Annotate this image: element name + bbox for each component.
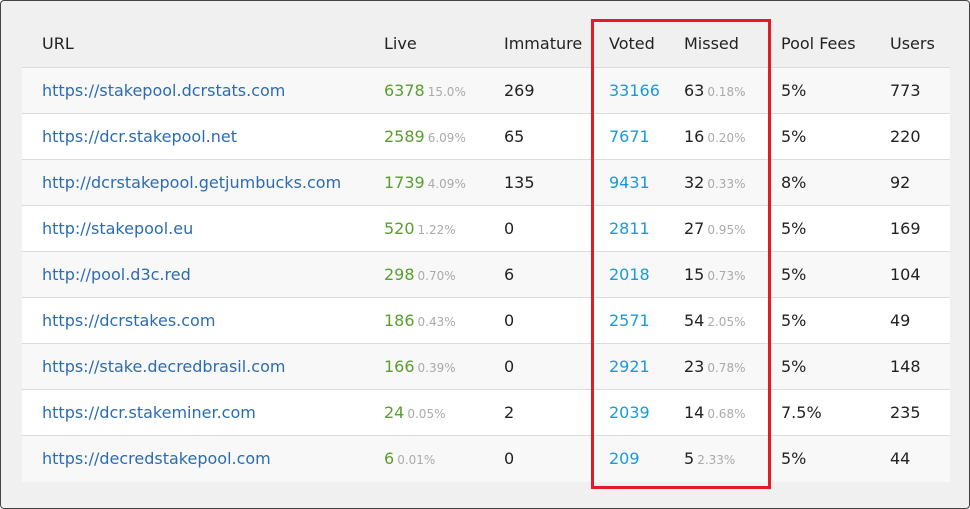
- highlight-box: [591, 19, 771, 489]
- immature-count: 269: [504, 81, 535, 100]
- pool-url[interactable]: https://dcrstakes.com: [42, 311, 216, 330]
- table-row: https://stake.decredbrasil.com 166 0.39% 0 2…: [22, 343, 950, 390]
- live-count: 6 0.01%: [384, 449, 436, 468]
- table-row: https://dcr.stakeminer.com 24 0.05% 2 2039 14…: [22, 389, 950, 436]
- voted-count[interactable]: 33166: [609, 81, 660, 100]
- table-row: https://stakepool.dcrstats.com 6378 15.0% 2…: [22, 67, 950, 114]
- live-percent: 0.01%: [397, 453, 436, 467]
- pool-fee: 5%: [781, 219, 807, 238]
- pool-fee: 5%: [781, 449, 807, 468]
- column-header: Voted: [609, 34, 655, 53]
- voted-count[interactable]: 2921: [609, 357, 650, 376]
- column-header: Pool Fees: [781, 34, 856, 53]
- missed-percent: 0.18%: [707, 85, 746, 99]
- user-count: 235: [890, 403, 921, 422]
- missed-percent: 0.33%: [707, 177, 746, 191]
- pool-url[interactable]: https://dcr.stakeminer.com: [42, 403, 256, 422]
- missed-count: 5 2.33%: [684, 449, 736, 468]
- live-count: 166 0.39%: [384, 357, 456, 376]
- table-row: http://pool.d3c.red 298 0.70% 6 2018 15 0.73% 5…: [22, 251, 950, 298]
- column-header: Missed: [684, 34, 739, 53]
- missed-percent: 0.95%: [707, 223, 746, 237]
- live-percent: 15.0%: [427, 85, 466, 99]
- live-percent: 0.70%: [417, 269, 456, 283]
- immature-count: 0: [504, 311, 515, 330]
- immature-count: 2: [504, 403, 515, 422]
- live-percent: 4.09%: [427, 177, 466, 191]
- immature-count: 6: [504, 265, 515, 284]
- user-count: 148: [890, 357, 921, 376]
- missed-percent: 2.05%: [707, 315, 746, 329]
- live-percent: 0.39%: [417, 361, 456, 375]
- live-count: 186 0.43%: [384, 311, 456, 330]
- missed-count: 63 0.18%: [684, 81, 746, 100]
- user-count: 773: [890, 81, 921, 100]
- pool-fee: 8%: [781, 173, 807, 192]
- pool-url[interactable]: https://dcr.stakepool.net: [42, 127, 237, 146]
- pool-url[interactable]: http://dcrstakepool.getjumbucks.com: [42, 173, 342, 192]
- column-header: URL: [42, 34, 74, 53]
- user-count: 169: [890, 219, 921, 238]
- voted-count[interactable]: 209: [609, 449, 640, 468]
- user-count: 44: [890, 449, 911, 468]
- pool-url[interactable]: https://decredstakepool.com: [42, 449, 271, 468]
- pool-fee: 7.5%: [781, 403, 822, 422]
- table-row: http://stakepool.eu 520 1.22% 0 2811 27 0.95% 5…: [22, 205, 950, 252]
- voted-count[interactable]: 2571: [609, 311, 650, 330]
- immature-count: 0: [504, 449, 515, 468]
- live-count: 24 0.05%: [384, 403, 446, 422]
- pool-fee: 5%: [781, 265, 807, 284]
- missed-count: 23 0.78%: [684, 357, 746, 376]
- column-header: Users: [890, 34, 935, 53]
- user-count: 104: [890, 265, 921, 284]
- live-count: 6378 15.0%: [384, 81, 466, 100]
- user-count: 220: [890, 127, 921, 146]
- missed-count: 16 0.20%: [684, 127, 746, 146]
- table-row: http://dcrstakepool.getjumbucks.com 1739 4…: [22, 159, 950, 206]
- missed-percent: 0.20%: [707, 131, 746, 145]
- table-row: https://decredstakepool.com 6 0.01% 0 209 5 2.…: [22, 435, 950, 482]
- voted-count[interactable]: 2018: [609, 265, 650, 284]
- immature-count: 0: [504, 219, 515, 238]
- user-count: 92: [890, 173, 911, 192]
- live-count: 298 0.70%: [384, 265, 456, 284]
- voted-count[interactable]: 7671: [609, 127, 650, 146]
- missed-count: 27 0.95%: [684, 219, 746, 238]
- pool-url[interactable]: http://stakepool.eu: [42, 219, 194, 238]
- missed-count: 15 0.73%: [684, 265, 746, 284]
- pool-url[interactable]: https://stakepool.dcrstats.com: [42, 81, 286, 100]
- pool-url[interactable]: http://pool.d3c.red: [42, 265, 191, 284]
- live-count: 1739 4.09%: [384, 173, 466, 192]
- pool-fee: 5%: [781, 311, 807, 330]
- immature-count: 65: [504, 127, 525, 146]
- missed-percent: 0.73%: [707, 269, 746, 283]
- pool-fee: 5%: [781, 357, 807, 376]
- missed-count: 32 0.33%: [684, 173, 746, 192]
- table-row: https://dcrstakes.com 186 0.43% 0 2571 54 2.05…: [22, 297, 950, 344]
- live-count: 520 1.22%: [384, 219, 456, 238]
- column-header: Immature: [504, 34, 583, 53]
- voted-count[interactable]: 9431: [609, 173, 650, 192]
- missed-count: 54 2.05%: [684, 311, 746, 330]
- column-header: Live: [384, 34, 417, 53]
- live-percent: 0.05%: [407, 407, 446, 421]
- table-row: https://dcr.stakepool.net 2589 6.09% 65 7671…: [22, 113, 950, 160]
- live-percent: 0.43%: [417, 315, 456, 329]
- pool-fee: 5%: [781, 127, 807, 146]
- live-percent: 6.09%: [427, 131, 466, 145]
- pool-url[interactable]: https://stake.decredbrasil.com: [42, 357, 286, 376]
- missed-percent: 0.68%: [707, 407, 746, 421]
- voted-count[interactable]: 2039: [609, 403, 650, 422]
- missed-count: 14 0.68%: [684, 403, 746, 422]
- immature-count: 135: [504, 173, 535, 192]
- live-percent: 1.22%: [417, 223, 456, 237]
- missed-percent: 0.78%: [707, 361, 746, 375]
- user-count: 49: [890, 311, 911, 330]
- live-count: 2589 6.09%: [384, 127, 466, 146]
- immature-count: 0: [504, 357, 515, 376]
- voted-count[interactable]: 2811: [609, 219, 650, 238]
- pool-fee: 5%: [781, 81, 807, 100]
- missed-percent: 2.33%: [697, 453, 736, 467]
